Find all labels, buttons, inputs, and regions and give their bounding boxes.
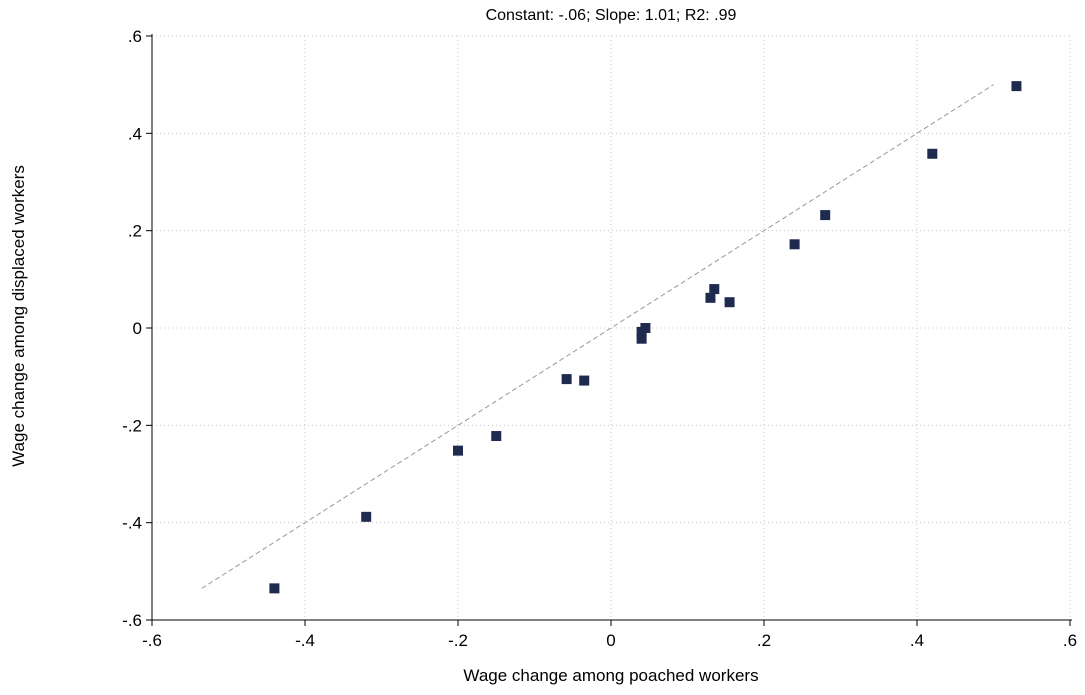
y-tick-label: 0	[133, 319, 142, 338]
y-tick-label: .6	[128, 27, 142, 46]
data-point	[361, 511, 372, 522]
data-point	[1011, 81, 1022, 92]
y-tick-label: -.6	[122, 611, 142, 630]
data-point	[491, 431, 502, 442]
x-tick-label: .6	[1063, 631, 1077, 650]
x-tick-label: 0	[606, 631, 615, 650]
x-tick-label: -.6	[142, 631, 162, 650]
data-point	[640, 323, 651, 333]
data-point	[705, 292, 716, 303]
data-point	[453, 445, 463, 456]
data-point	[927, 148, 938, 159]
y-tick-label: -.4	[122, 514, 142, 533]
y-tick-label: .4	[128, 124, 142, 143]
x-tick-label: -.4	[295, 631, 315, 650]
chart-title: Constant: -.06; Slope: 1.01; R2: .99	[486, 7, 737, 24]
data-point	[636, 333, 647, 344]
reference-line	[201, 84, 994, 589]
data-point	[709, 284, 720, 295]
y-axis-label: Wage change among displaced workers	[9, 165, 28, 467]
data-point	[561, 374, 572, 385]
axes: -.6 -.4 -.2 0 .2 .4 .6 -.6 -.4 -.2 0 .2 .4 .6	[122, 27, 1077, 650]
data-point	[789, 239, 800, 250]
y-tick-label: .2	[128, 222, 142, 241]
data-point	[579, 375, 590, 386]
reference-line-layer	[201, 84, 994, 589]
data-points	[269, 81, 1022, 594]
data-point	[820, 210, 831, 221]
x-tick-label: .4	[910, 631, 924, 650]
x-tick-label: .2	[757, 631, 771, 650]
x-axis-label: Wage change among poached workers	[463, 666, 758, 685]
x-tick-label: -.2	[448, 631, 468, 650]
data-point	[269, 583, 280, 594]
y-tick-label: -.2	[122, 416, 142, 435]
data-point	[724, 297, 735, 308]
